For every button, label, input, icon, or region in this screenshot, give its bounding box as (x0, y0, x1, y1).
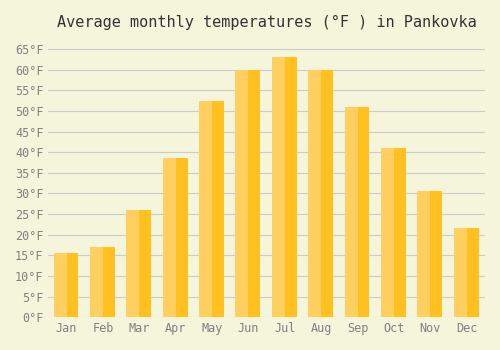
Bar (236, 70, 260, 317)
Bar (91, 247, 115, 317)
Bar (454, 229, 467, 317)
Bar (54, 253, 66, 317)
Bar (236, 70, 248, 317)
Bar (162, 159, 175, 317)
Bar (54, 253, 78, 317)
Bar (199, 101, 212, 317)
Bar (455, 229, 478, 317)
Bar (418, 191, 442, 317)
Bar (164, 159, 188, 317)
Bar (273, 57, 296, 317)
Bar (128, 210, 151, 317)
Bar (272, 57, 285, 317)
Bar (308, 70, 322, 317)
Title: Average monthly temperatures (°F ) in Pankovka: Average monthly temperatures (°F ) in Pa… (57, 15, 476, 30)
Bar (418, 191, 430, 317)
Bar (346, 107, 370, 317)
Bar (382, 148, 406, 317)
Bar (200, 101, 224, 317)
Bar (126, 210, 140, 317)
Bar (344, 107, 358, 317)
Bar (310, 70, 333, 317)
Bar (90, 247, 103, 317)
Bar (381, 148, 394, 317)
